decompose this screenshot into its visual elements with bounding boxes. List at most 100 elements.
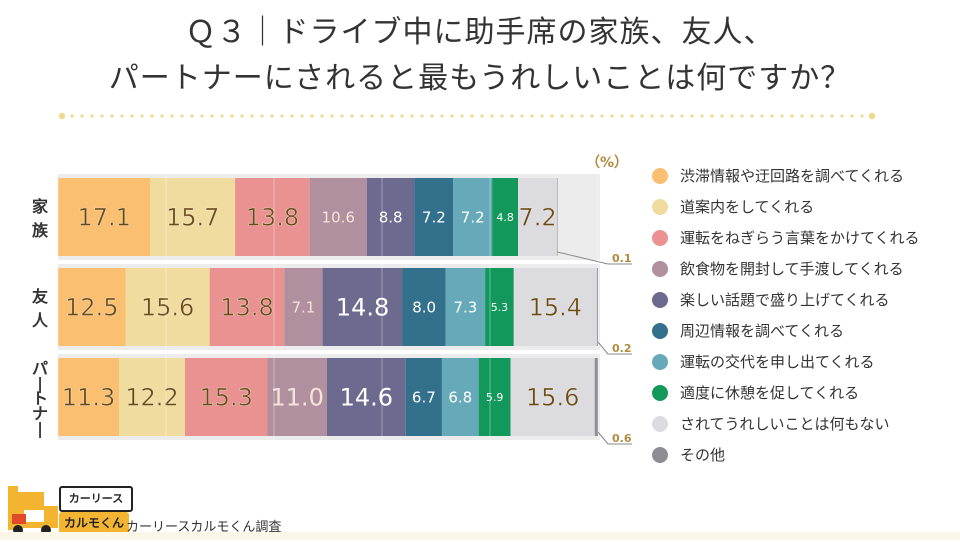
divider-dot [670,114,674,118]
divider-dot [120,114,124,118]
legend-label: 楽しい話題で盛り上げてくれる [680,291,890,309]
divider-dot [770,114,774,118]
divider-dot [100,114,104,118]
legend-swatch [652,229,668,246]
divider-dot [290,114,294,118]
category-label-char: | [37,374,43,394]
bar-segment [485,268,514,346]
data-label: 0.6 [612,432,632,445]
callout-line [597,341,609,355]
bar-segment [596,268,598,346]
data-label: 13.8 [246,204,299,232]
dotted-divider [58,112,876,120]
divider-dot [660,114,664,118]
divider-dot [360,114,364,118]
bar-segment [478,358,511,436]
legend-item: 運転をねぎらう言葉をかけてくれる [652,222,952,253]
data-label: 13.8 [220,294,273,322]
divider-dot [630,114,634,118]
category-label-char: パ [32,359,48,378]
legend-label: その他 [680,446,726,464]
divider-dot [280,114,284,118]
divider-dot [600,114,604,118]
legend-item: 周辺情報を調べてくれる [652,315,952,346]
legend-item: されてうれしいことは何もない [652,408,952,439]
legend-swatch [652,415,668,432]
bar-segment [150,178,236,256]
category-label-char: 族 [32,221,49,240]
category-label-char: 人 [32,311,49,330]
divider-dot [320,114,324,118]
bar-segment [594,358,598,436]
divider-dot [230,114,234,118]
data-label: 4.8 [496,211,514,224]
divider-dot [260,114,264,118]
data-label: 10.6 [322,208,355,226]
divider-dot [58,112,66,120]
data-label: 7.1 [292,298,316,316]
divider-dot [650,114,654,118]
category-label: 家族 [32,197,49,240]
divider-dot [130,114,134,118]
divider-dot [330,114,334,118]
divider-dot [200,114,204,118]
bar-segment [284,268,323,346]
bar-segment [309,178,367,256]
bar-segment [518,178,557,256]
divider-dot [530,114,534,118]
bar-segment [445,268,486,346]
callout-line [557,251,609,265]
data-label: 0.1 [612,252,632,265]
bar-segment [556,178,558,256]
legend-item: 適度に休憩を促してくれる [652,377,952,408]
bar-segment [119,358,185,436]
legend-label: 道案内をしてくれる [680,198,815,216]
divider-dot [240,114,244,118]
data-label: 0.2 [612,342,632,355]
divider-dot [780,114,784,118]
divider-dot [310,114,314,118]
bar-segment [125,268,210,346]
divider-dot [510,114,514,118]
brand-logo: カーリース カルモくん [4,484,134,538]
divider-dot [620,114,624,118]
divider-dot [400,114,404,118]
legend-label: 周辺情報を調べてくれる [680,322,844,340]
divider-dot [170,114,174,118]
callout-line [597,431,609,445]
divider-dot [90,114,94,118]
legend-swatch [652,353,668,370]
divider-dot [760,114,764,118]
divider-dot [110,114,114,118]
unit-label: （%） [586,155,629,171]
divider-dot [300,114,304,118]
divider-dot [70,114,74,118]
category-label: 友人 [32,287,49,330]
legend-item: 運転の交代を申し出てくれる [652,346,952,377]
legend-swatch [652,384,668,401]
data-label: 7.2 [518,204,556,232]
data-label: 11.0 [271,384,324,412]
divider-dot [820,114,824,118]
divider-dot [570,114,574,118]
data-label: 17.1 [77,204,130,232]
divider-dot [560,114,564,118]
bar-segment [267,358,327,436]
divider-dot [80,114,84,118]
divider-dot [480,114,484,118]
title-line-1: Ｑ３｜ドライブ中に助手席の家族、友人、 [185,15,775,50]
bar-segment [58,268,126,346]
divider-dot [850,114,854,118]
divider-dot [150,114,154,118]
divider-dot [370,114,374,118]
divider-dot [380,114,384,118]
bar-segment [58,178,151,256]
divider-dot [350,114,354,118]
divider-dot [840,114,844,118]
chart-title: Ｑ３｜ドライブ中に助手席の家族、友人、 パートナーにされると最もうれしいことは何… [0,10,960,102]
bar-segment [366,178,415,256]
divider-dot [220,114,224,118]
bar-segment [405,358,442,436]
bar-segment [402,268,446,346]
